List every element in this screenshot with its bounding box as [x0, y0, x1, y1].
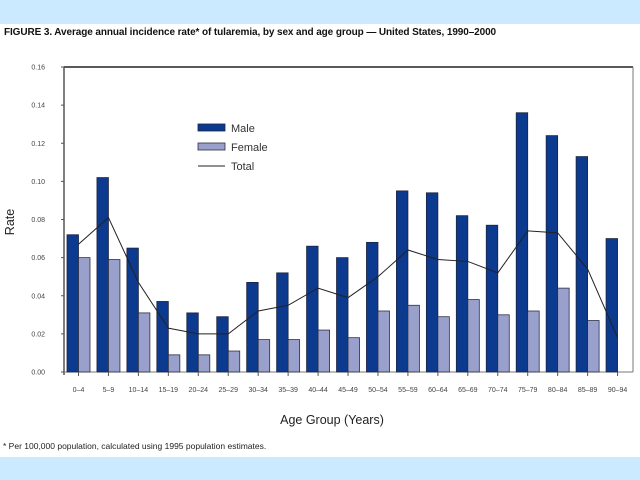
legend-swatch-male: [197, 123, 226, 132]
x-axis-title: Age Group (Years): [280, 413, 384, 427]
legend-label-male: Male: [231, 123, 255, 135]
bar-male: [485, 224, 499, 373]
legend-label-female: Female: [231, 142, 268, 154]
footnote: * Per 100,000 population, calculated usi…: [3, 441, 267, 451]
bar-male: [425, 192, 439, 373]
y-tick-label: 0.16: [31, 65, 45, 72]
x-tick-label: 15–19: [159, 387, 179, 394]
bar-male: [246, 282, 259, 373]
legend: Male Female Total: [197, 123, 268, 173]
y-tick-label: 0.06: [31, 255, 45, 262]
bar-female: [497, 314, 510, 373]
bar-male: [66, 234, 79, 373]
bar-female: [407, 304, 420, 373]
x-tick-label: 5–9: [103, 387, 115, 394]
bar-male: [216, 316, 229, 373]
top-band: [0, 0, 640, 24]
bar-female: [108, 259, 121, 373]
bar-male: [306, 245, 319, 373]
legend-swatch-female: [197, 142, 226, 151]
bar-male: [575, 156, 589, 373]
bar-female: [437, 316, 450, 373]
x-tick-label: 55–59: [398, 387, 418, 394]
bar-female: [377, 310, 390, 373]
bar-male: [96, 177, 109, 373]
y-axis: 0.00 0.02 0.04 0.06 0.08 0.10 0.12 0.14 0.16: [31, 65, 64, 377]
bar-male: [366, 241, 379, 373]
bar-female: [317, 329, 330, 373]
x-tick-label: 80–84: [548, 387, 568, 394]
x-tick-label: 45–49: [338, 387, 358, 394]
bar-female: [137, 312, 151, 373]
bar-female: [287, 339, 301, 373]
y-tick-label: 0.02: [31, 331, 45, 338]
bar-male: [545, 135, 559, 373]
bar-male: [515, 112, 529, 373]
x-tick-label: 25–29: [219, 387, 239, 394]
y-tick-label: 0.08: [31, 217, 45, 224]
y-tick-label: 0.10: [31, 179, 45, 186]
bar-female: [527, 310, 540, 373]
bar-female: [467, 299, 480, 373]
x-tick-label: 90–94: [608, 387, 628, 394]
y-tick-label: 0.14: [31, 103, 45, 110]
bar-male: [605, 238, 618, 373]
bar-male: [276, 272, 289, 373]
bar-female: [257, 339, 271, 373]
bar-male: [336, 257, 349, 373]
x-tick-label: 70–74: [488, 387, 508, 394]
x-tick-label: 35–39: [278, 387, 298, 394]
x-tick-label: 85–89: [578, 387, 598, 394]
y-axis-title: Rate: [3, 209, 17, 235]
bottom-band: [0, 457, 640, 480]
bar-male: [126, 247, 139, 373]
bar-female: [197, 354, 211, 373]
x-axis: 0–4 5–9 10–14 15–19 20–24 25–29 30–34 35–39 40–4…: [73, 372, 628, 394]
bar-female: [587, 320, 600, 373]
x-tick-label: 20–24: [189, 387, 209, 394]
y-tick-label: 0.12: [31, 141, 45, 148]
plot-frame: [61, 66, 634, 375]
bars: [66, 112, 618, 373]
bar-female: [347, 337, 360, 373]
y-tick-label: 0.04: [31, 293, 45, 300]
bar-male: [396, 190, 409, 373]
x-tick-label: 50–54: [368, 387, 388, 394]
x-tick-label: 75–79: [518, 387, 538, 394]
line-total: [78, 216, 619, 338]
legend-label-total: Total: [231, 161, 254, 173]
bar-male: [156, 301, 169, 373]
bar-male: [186, 312, 199, 373]
bar-female: [167, 354, 181, 373]
x-tick-label: 10–14: [129, 387, 149, 394]
y-tick-label: 0.00: [31, 370, 45, 377]
bar-female: [227, 350, 241, 373]
bar-male: [455, 215, 469, 373]
total-line: [78, 216, 619, 338]
x-tick-label: 60–64: [428, 387, 448, 394]
x-tick-label: 0–4: [73, 387, 85, 394]
bar-female: [78, 257, 91, 373]
figure-title: FIGURE 3. Average annual incidence rate*…: [4, 27, 497, 38]
x-tick-label: 40–44: [308, 387, 328, 394]
x-tick-label: 30–34: [248, 387, 268, 394]
x-tick-label: 65–69: [458, 387, 478, 394]
bar-female: [557, 287, 570, 373]
